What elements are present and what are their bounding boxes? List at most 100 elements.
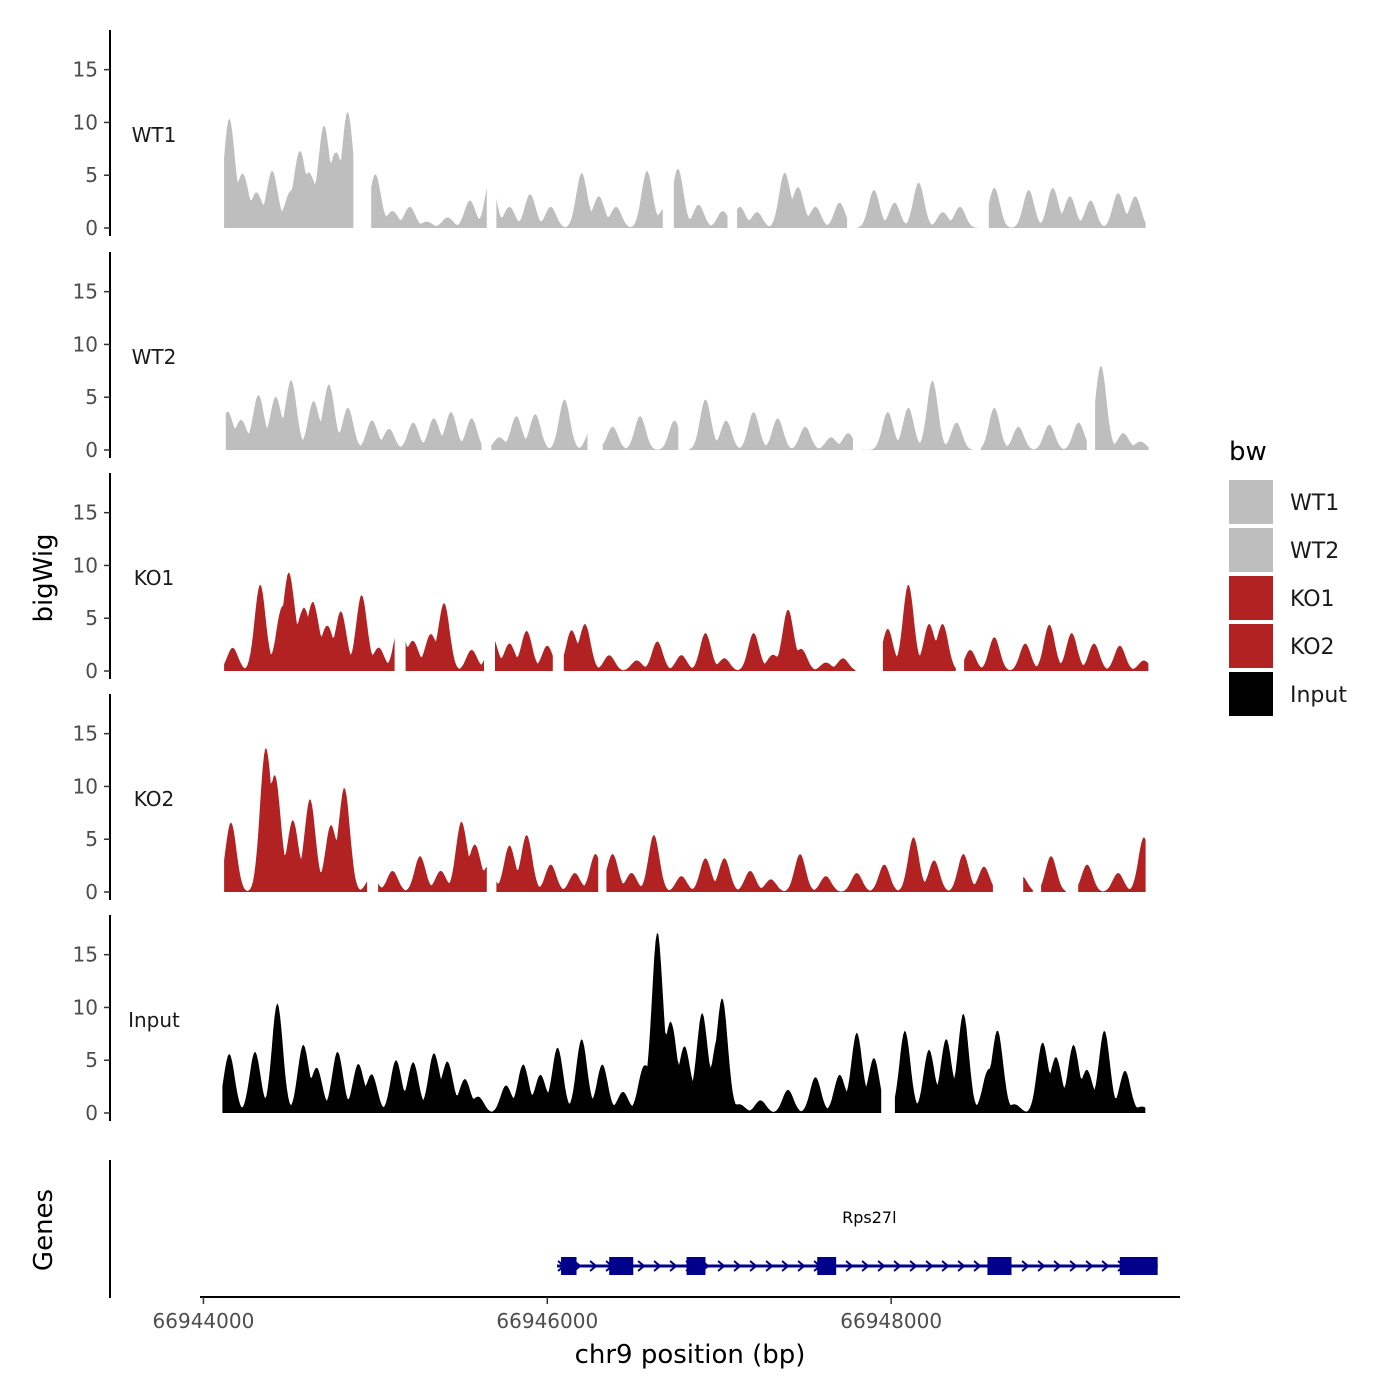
gene-track-title: Genes xyxy=(29,1189,59,1271)
strand-arrow xyxy=(653,1260,662,1272)
panel-wt1: 0 5 10 15 WT1 xyxy=(73,30,1146,240)
strand-arrow xyxy=(1021,1260,1030,1272)
y-tick-label: 0 xyxy=(85,438,98,462)
gene-exon xyxy=(817,1257,837,1275)
panel-ko2: 0 5 10 15 KO2 xyxy=(73,694,1146,904)
strand-arrow xyxy=(1037,1260,1046,1272)
coverage-area-ko1 xyxy=(224,572,395,671)
legend-swatch-ko1 xyxy=(1229,576,1273,620)
gene-exon xyxy=(561,1257,577,1275)
track-label-ko2: KO2 xyxy=(134,787,175,811)
y-tick-label: 5 xyxy=(85,1048,98,1072)
legend-title: bw xyxy=(1229,437,1267,467)
strand-arrow xyxy=(669,1260,678,1272)
track-panels: 0 5 10 15 WT1 0 5 10 15 WT2 0 5 10 15 KO1 0 5 10 15 KO2 0 5 10… xyxy=(73,30,1149,1125)
strand-arrow xyxy=(1085,1260,1094,1272)
coverage-area-wt2 xyxy=(689,399,853,450)
strand-arrow xyxy=(717,1260,726,1272)
y-tick-label: 5 xyxy=(85,385,98,409)
strand-arrow xyxy=(781,1260,790,1272)
coverage-area-wt1 xyxy=(737,172,848,228)
coverage-area-wt2 xyxy=(491,399,588,450)
y-tick-label: 10 xyxy=(73,332,98,356)
strand-arrow xyxy=(1069,1260,1078,1272)
coverage-area-ko2 xyxy=(496,834,599,892)
strand-arrow xyxy=(1053,1260,1062,1272)
y-tick-label: 10 xyxy=(73,553,98,577)
coverage-area-ko2 xyxy=(1078,837,1146,892)
coverage-area-wt1 xyxy=(371,174,487,228)
coverage-area-ko1 xyxy=(405,602,484,671)
y-tick-label: 15 xyxy=(73,722,98,746)
legend-label-input: Input xyxy=(1290,683,1347,708)
coverage-area-ko2 xyxy=(606,835,993,892)
y-tick-label: 15 xyxy=(73,943,98,967)
y-tick-label: 15 xyxy=(73,280,98,304)
panel-wt2: 0 5 10 15 WT2 xyxy=(73,252,1149,462)
y-tick-label: 0 xyxy=(85,880,98,904)
gene-rps27l: Rps27l xyxy=(557,1208,1158,1275)
x-axis-title: chr9 position (bp) xyxy=(575,1340,806,1370)
y-tick-label: 0 xyxy=(85,1101,98,1125)
y-tick-label: 0 xyxy=(85,659,98,683)
strand-arrow xyxy=(1101,1260,1110,1272)
strand-arrow xyxy=(589,1260,598,1272)
coverage-area-wt1 xyxy=(496,171,663,228)
legend-label-wt1: WT1 xyxy=(1290,491,1339,516)
coverage-area-ko1 xyxy=(882,585,956,671)
gene-exon xyxy=(987,1257,1012,1275)
strand-arrow xyxy=(957,1260,966,1272)
x-tick-label: 66948000 xyxy=(840,1309,942,1333)
strand-arrow xyxy=(925,1260,934,1272)
strand-arrow xyxy=(893,1260,902,1272)
gene-exon xyxy=(686,1257,706,1275)
track-label-wt1: WT1 xyxy=(132,123,177,147)
gene-exon xyxy=(1119,1257,1158,1275)
legend-label-wt2: WT2 xyxy=(1290,539,1339,564)
strand-arrow xyxy=(861,1260,870,1272)
coverage-area-wt1 xyxy=(673,168,728,228)
strand-arrow xyxy=(845,1260,854,1272)
coverage-area-ko2 xyxy=(1023,876,1033,892)
coverage-area-wt1 xyxy=(858,182,978,228)
strand-arrow xyxy=(765,1260,774,1272)
y-tick-label: 5 xyxy=(85,163,98,187)
y-tick-label: 0 xyxy=(85,216,98,240)
coverage-area-ko1 xyxy=(495,630,553,671)
strand-arrow xyxy=(797,1260,806,1272)
strand-arrow xyxy=(941,1260,950,1272)
legend-swatch-ko2 xyxy=(1229,624,1273,668)
x-tick-label: 66946000 xyxy=(496,1309,598,1333)
coverage-area-input xyxy=(222,932,882,1113)
legend-swatch-wt2 xyxy=(1229,528,1273,572)
legend: bw WT1 WT2 KO1 KO2 Input xyxy=(1229,437,1347,716)
coverage-area-input xyxy=(894,1013,1146,1113)
coverage-area-wt2 xyxy=(602,416,679,450)
coverage-area-ko2 xyxy=(1041,856,1066,892)
gene-exon xyxy=(609,1257,634,1275)
y-tick-label: 10 xyxy=(73,995,98,1019)
strand-arrow xyxy=(973,1260,982,1272)
coverage-area-wt1 xyxy=(988,187,1146,228)
gene-label: Rps27l xyxy=(842,1208,896,1227)
x-axis: 66944000 66946000 66948000 xyxy=(153,1296,1180,1333)
y-tick-label: 5 xyxy=(85,827,98,851)
y-tick-label: 10 xyxy=(73,774,98,798)
strand-arrow xyxy=(637,1260,646,1272)
coverage-area-ko2 xyxy=(378,821,487,892)
strand-arrow xyxy=(909,1260,918,1272)
y-tick-label: 5 xyxy=(85,606,98,630)
coverage-area-wt2 xyxy=(1095,365,1149,450)
y-tick-label: 15 xyxy=(73,58,98,82)
panel-ko1: 0 5 10 15 KO1 xyxy=(73,473,1149,683)
coverage-area-wt2 xyxy=(225,380,482,450)
coverage-area-ko1 xyxy=(563,609,856,671)
y-axis-title: bigWig xyxy=(29,533,59,622)
track-label-input: Input xyxy=(128,1008,180,1032)
strand-arrow xyxy=(733,1260,742,1272)
coverage-area-wt2 xyxy=(862,380,973,450)
legend-label-ko2: KO2 xyxy=(1290,635,1335,660)
coverage-area-wt2 xyxy=(980,407,1087,450)
track-label-ko1: KO1 xyxy=(134,566,175,590)
